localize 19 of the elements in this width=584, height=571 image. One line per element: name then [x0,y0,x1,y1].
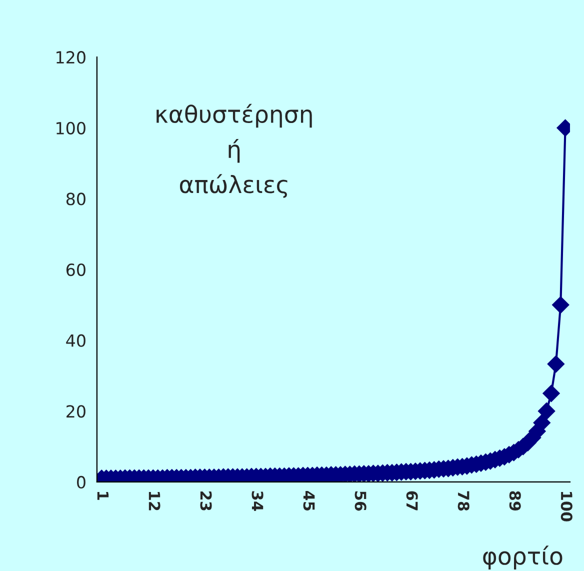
x-tick-label: 34 [252,491,264,511]
x-axis-title: φορτίο [483,546,562,570]
x-tick-label: 1 [97,492,109,500]
x-tick-label: 12 [148,492,160,510]
x-tick-label: 23 [200,491,212,510]
y-tick-label: 20 [66,405,86,418]
x-tick-label: 78 [458,491,470,511]
y-tick-label: 40 [66,334,86,347]
y-tick-label: 0 [77,476,86,488]
y-tick-label: 100 [56,122,86,134]
y-axis-title: καθυστέρηση ή απώλειες [156,104,312,198]
x-tick-label: 56 [354,491,366,511]
x-tick-label: 45 [303,490,315,510]
x-tick-label: 100 [560,492,572,522]
y-tick-label: 60 [66,263,86,276]
x-tick-label: 67 [406,491,418,510]
x-tick-label: 89 [509,491,521,511]
y-tick-label: 120 [56,51,86,64]
y-tick-label: 80 [66,192,86,206]
